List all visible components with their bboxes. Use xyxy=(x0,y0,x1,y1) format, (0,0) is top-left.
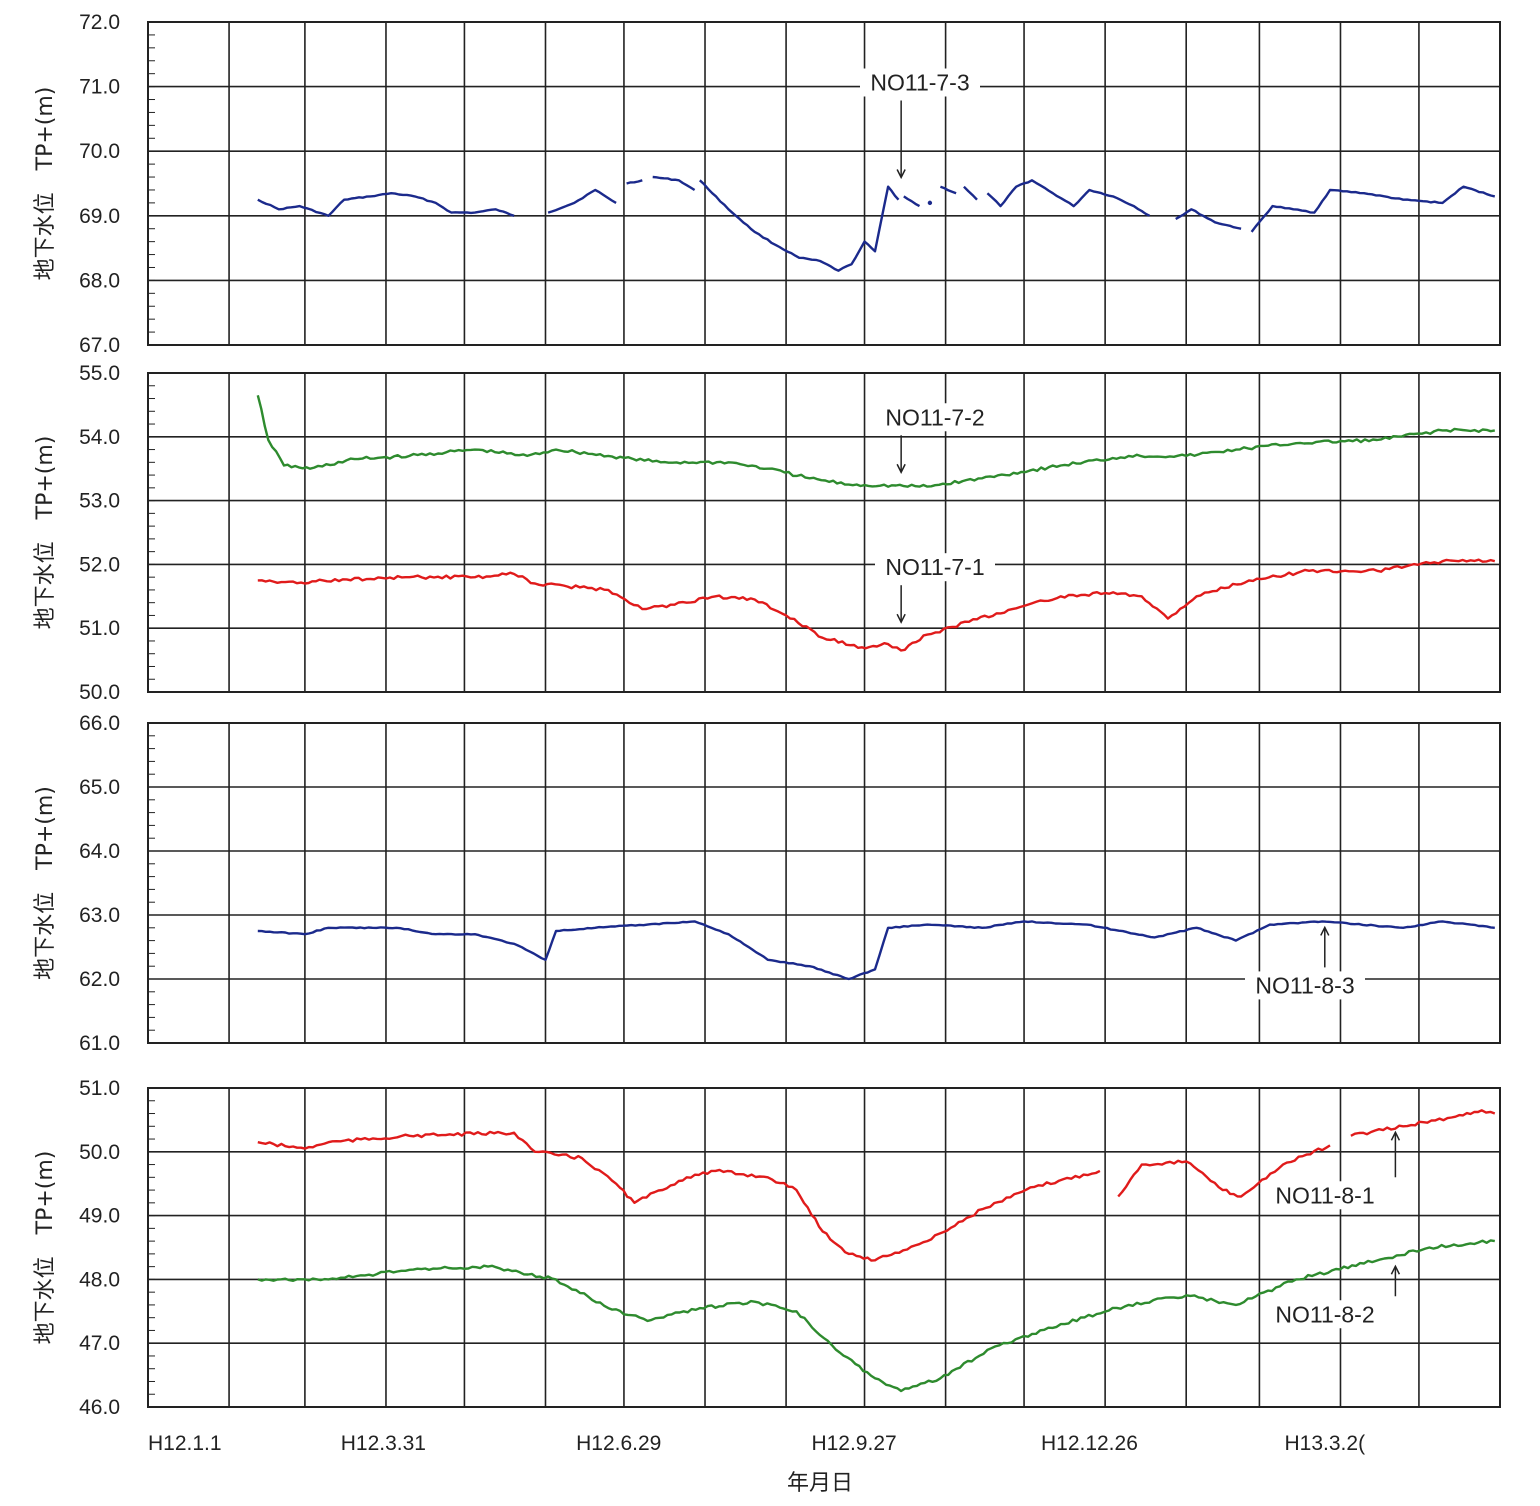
series-NO11-7-3 xyxy=(257,175,1496,272)
y-tick-label: 65.0 xyxy=(79,776,120,799)
series-line xyxy=(257,558,1496,652)
series-line xyxy=(257,191,515,218)
y-tick-label: 50.0 xyxy=(79,681,120,704)
series-NO11-8-3 xyxy=(257,920,1495,981)
annotation-NO11-8-1: NO11-8-1 xyxy=(1265,1130,1401,1210)
annotation-arrowhead xyxy=(1320,925,1330,936)
annotation-background xyxy=(1265,1181,1385,1210)
y-tick-label: 69.0 xyxy=(79,205,120,228)
annotation-arrowhead xyxy=(1390,1130,1401,1141)
y-axis-label: 地下水位 TP+(m) xyxy=(33,436,58,630)
annotation-background xyxy=(1245,971,1365,1000)
chart-panel-1: 67.0 68.0 69.0 70.0 71.0 72.0 地下水位 TP+(m) NO11-… xyxy=(33,11,1501,357)
series-line xyxy=(547,188,617,214)
annotation-label: NO11-7-1 xyxy=(885,554,984,580)
series-line xyxy=(257,920,1495,981)
panels: 67.0 68.0 69.0 70.0 71.0 72.0 地下水位 TP+(m) NO11-… xyxy=(33,11,1501,1419)
y-tick-label: 72.0 xyxy=(79,11,120,34)
annotation-NO11-7-2: NO11-7-2 xyxy=(875,403,995,474)
annotation-background xyxy=(875,403,995,432)
y-tick-label: 47.0 xyxy=(79,1332,120,1355)
series-line xyxy=(257,1130,1101,1262)
y-tick-label: 51.0 xyxy=(79,617,120,640)
y-tick-label: 64.0 xyxy=(79,840,120,863)
y-axis-label: 地下水位 TP+(m) xyxy=(33,87,58,281)
series-line xyxy=(903,195,921,208)
series-line xyxy=(986,179,1151,217)
y-tick-label: 70.0 xyxy=(79,140,120,163)
annotation-NO11-8-2: NO11-8-2 xyxy=(1265,1264,1401,1329)
y-axis-label: 地下水位 TP+(m) xyxy=(33,786,58,980)
series-line xyxy=(626,179,643,185)
series-NO11-8-1 xyxy=(257,1109,1496,1262)
annotation-label: NO11-7-3 xyxy=(870,70,969,96)
plot-frame xyxy=(147,372,1501,693)
x-tick-label: H13.3.2( xyxy=(1285,1432,1366,1455)
y-tick-label: 53.0 xyxy=(79,490,120,513)
series-line xyxy=(257,1239,1496,1393)
chart-panel-3: 61.0 62.0 63.0 64.0 65.0 66.0 地下水位 TP+(m) NO11-… xyxy=(33,712,1501,1055)
y-tick-label: 67.0 xyxy=(79,334,120,357)
series-line xyxy=(963,185,978,201)
y-tick-label: 55.0 xyxy=(79,362,120,385)
annotation-NO11-8-3: NO11-8-3 xyxy=(1245,925,1365,1000)
x-axis-label: 年月日 xyxy=(787,1471,853,1496)
shared-x-axis: 年月日 H12.1.1 H12.3.31 H12.6.29 H12.9.27 H12.1… xyxy=(148,1432,1365,1496)
series-line xyxy=(939,185,957,195)
y-tick-label: 66.0 xyxy=(79,712,120,735)
x-tick-label: H12.9.27 xyxy=(811,1432,896,1455)
plot-frame xyxy=(147,1087,1501,1408)
annotation-background xyxy=(875,553,995,582)
series-line xyxy=(256,395,1496,488)
annotation-arrowhead xyxy=(1390,1264,1401,1275)
y-tick-label: 50.0 xyxy=(79,1141,120,1164)
y-tick-label: 62.0 xyxy=(79,968,120,991)
annotation-label: NO11-8-3 xyxy=(1255,972,1354,998)
y-tick-label: 46.0 xyxy=(79,1396,120,1419)
x-tick-label: H12.1.1 xyxy=(148,1432,222,1455)
annotation-label: NO11-7-2 xyxy=(885,404,984,430)
y-tick-label: 49.0 xyxy=(79,1205,120,1228)
annotation-background xyxy=(1265,1300,1385,1329)
annotation-arrowhead xyxy=(896,613,906,624)
chart-panel-2: 50.0 51.0 52.0 53.0 54.0 55.0 地下水位 TP+(m) NO11-… xyxy=(33,362,1501,704)
series-line xyxy=(698,179,900,272)
x-tick-label: H12.3.31 xyxy=(341,1432,426,1455)
series-point xyxy=(927,200,933,206)
series-NO11-7-1 xyxy=(257,558,1496,652)
y-tick-label: 71.0 xyxy=(79,76,120,99)
series-line xyxy=(1250,185,1496,233)
annotation-background xyxy=(860,68,980,97)
y-tick-label: 52.0 xyxy=(79,553,120,576)
y-tick-label: 51.0 xyxy=(79,1077,120,1100)
annotation-NO11-7-3: NO11-7-3 xyxy=(860,68,980,180)
y-axis-label: 地下水位 TP+(m) xyxy=(33,1151,58,1345)
series-line xyxy=(1117,1144,1331,1198)
chart-panel-4: 46.0 47.0 48.0 49.0 50.0 51.0 地下水位 TP+(m) NO11-… xyxy=(33,1077,1501,1419)
y-tick-label: 54.0 xyxy=(79,426,120,449)
y-tick-label: 63.0 xyxy=(79,904,120,927)
annotation-arrowhead xyxy=(896,169,906,180)
series-line xyxy=(1175,208,1242,230)
x-tick-label: H12.12.26 xyxy=(1041,1432,1138,1455)
series-NO11-8-2 xyxy=(257,1239,1496,1393)
y-tick-label: 48.0 xyxy=(79,1268,120,1291)
y-tick-label: 61.0 xyxy=(79,1032,120,1055)
annotation-NO11-7-1: NO11-7-1 xyxy=(875,553,995,624)
x-tick-label: H12.6.29 xyxy=(576,1432,661,1455)
series-line xyxy=(1350,1109,1496,1137)
y-tick-label: 68.0 xyxy=(79,269,120,292)
annotation-arrowhead xyxy=(896,463,906,474)
plot-frame xyxy=(147,722,1501,1044)
annotation-label: NO11-8-1 xyxy=(1275,1182,1374,1208)
series-line xyxy=(652,175,696,192)
plot-frame xyxy=(147,21,1501,346)
series-NO11-7-2 xyxy=(256,395,1496,488)
annotation-label: NO11-8-2 xyxy=(1275,1301,1374,1327)
